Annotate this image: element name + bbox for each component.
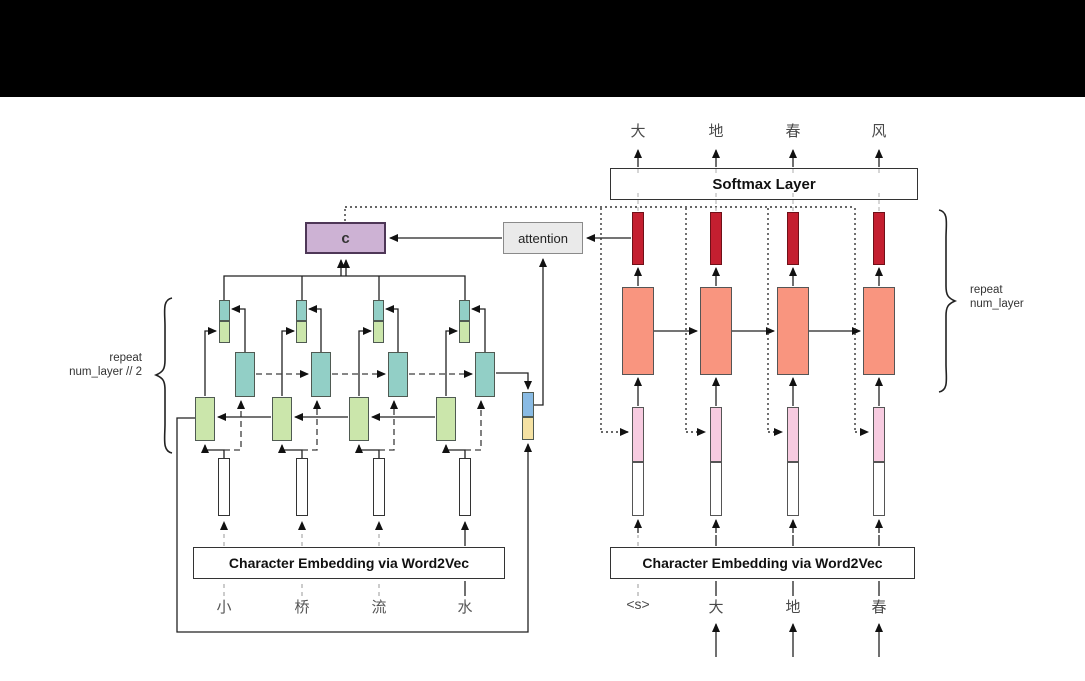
encoder-repeat-note: repeat num_layer // 2 [30,352,142,379]
decoder-input-context-part [632,407,644,462]
concat-state-backward-part [219,321,230,343]
context-dotted-routing [344,206,869,436]
decoder-input-char: 大 [708,599,724,616]
final-state-backward [522,417,534,440]
decoder-output-char: 地 [708,123,724,140]
backward-recurrence-arrows [176,413,532,633]
decoder-input-embed-part [632,462,644,516]
decoder-repeat-note: repeat num_layer [970,284,1080,311]
decoder-output-char: 大 [630,123,646,140]
decoder-lstm-cell [777,287,809,375]
context-vector-label: c [341,229,350,247]
encoder-repeat-line1: repeat [109,352,142,364]
embed-to-forward-dashed-arrows [224,400,485,451]
encoder-input-lifelines-dashed [220,521,383,596]
decoder-repeat-line2: num_layer [970,297,1024,310]
softmax-layer-label: Softmax Layer [712,175,816,193]
decoder-feedback-lines [715,535,880,596]
decoder-lstm-cell [622,287,654,375]
encoder-backward-cell [272,397,292,441]
concat-state-forward-part [296,300,307,321]
brace-left [153,297,173,454]
encoder-input-char: 流 [371,599,387,616]
decoder-input-embed-part [873,462,885,516]
decoder-lstm-cell [700,287,732,375]
encoder-forward-cell [311,352,331,397]
encoder-embedding-vector [373,458,385,516]
encoder-embedding-vector [459,458,471,516]
encoder-output-bus [223,259,466,300]
encoder-backward-cell [195,397,215,441]
encoder-embedding-label: Character Embedding via Word2Vec [228,555,470,571]
decoder-output-bar [710,212,722,265]
encoder-input-char: 桥 [294,599,310,616]
final-state-and-attention-feed [389,234,631,406]
brace-right [938,209,958,393]
concat-state-backward-part [296,321,307,343]
attention-box: attention [503,222,583,254]
concat-state-backward-part [373,321,384,343]
concat-state-forward-part [373,300,384,321]
concat-state-backward-part [459,321,470,343]
decoder-output-char: 春 [785,123,801,140]
decoder-embedding-box: Character Embedding via Word2Vec [610,547,915,579]
attention-label: attention [518,230,568,246]
encoder-input-char: 小 [216,599,232,616]
decoder-lstm-cell [863,287,895,375]
decoder-column-arrows [634,149,883,657]
softmax-layer-box: Softmax Layer [610,168,918,200]
encoder-embedding-box: Character Embedding via Word2Vec [193,547,505,579]
decoder-input-embed-part [787,462,799,516]
decoder-input-embed-part [710,462,722,516]
embed-to-backward-arrows [201,444,466,458]
decoder-input-context-part [873,407,885,462]
encoder-forward-cell [475,352,495,397]
decoder-output-bar [787,212,799,265]
decoder-input-context-part [787,407,799,462]
forward-cell-to-stack-arrows [231,305,486,352]
top-black-bar [0,0,1085,97]
context-vector-box: c [305,222,386,254]
decoder-output-bar [873,212,885,265]
decoder-output-bar [632,212,644,265]
decoder-embedding-label: Character Embedding via Word2Vec [642,555,883,571]
encoder-forward-cell [388,352,408,397]
decoder-repeat-line1: repeat [970,284,1003,296]
concat-state-forward-part [219,300,230,321]
encoder-embedding-vector [296,458,308,516]
encoder-backward-cell [436,397,456,441]
encoder-repeat-line2: num_layer // 2 [69,365,142,378]
encoder-forward-cell [235,352,255,397]
decoder-input-context-part [710,407,722,462]
encoder-embedding-vector [218,458,230,516]
encoder-input-char: 水 [457,599,473,616]
decoder-output-char: 风 [871,123,887,140]
concat-state-forward-part [459,300,470,321]
decoder-input-char: <s> [626,596,650,612]
encoder-backward-cell [349,397,369,441]
final-state-forward [522,392,534,417]
decoder-input-char: 春 [871,599,887,616]
decoder-input-char: 地 [785,599,801,616]
